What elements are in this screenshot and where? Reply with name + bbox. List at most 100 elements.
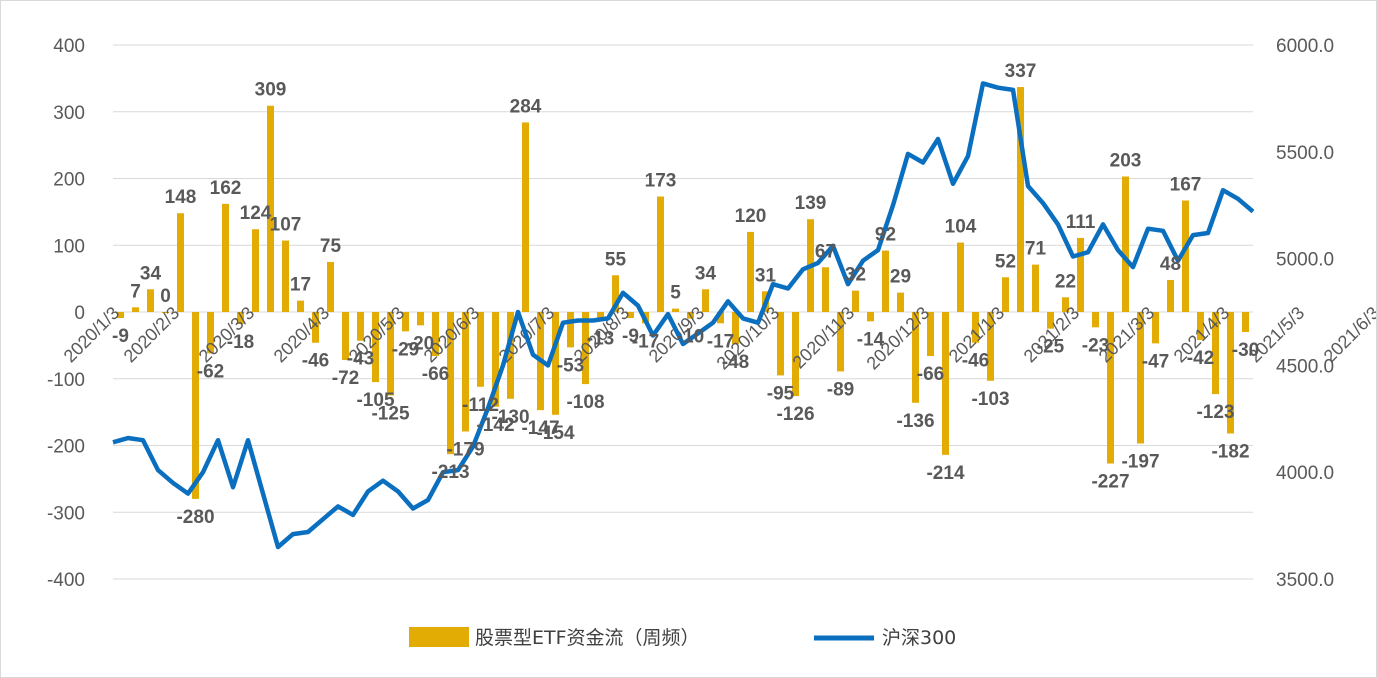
y-right-tick-label: 5000.0 [1276,250,1334,271]
bar [507,312,514,399]
bar [1017,87,1024,313]
bar-data-label: 124 [240,203,272,224]
bar-data-label: 167 [1170,175,1202,196]
bar-data-label: 337 [1005,61,1037,82]
bar [1227,312,1234,434]
bar [582,312,589,385]
bar [312,312,319,343]
x-tick-label: 2021/6/3 [1320,303,1376,367]
bar-data-label: -147 [521,418,559,439]
bar-data-label: 75 [320,236,342,257]
bar-data-label: -227 [1091,472,1129,493]
bar-data-label: 111 [1066,212,1096,233]
bar-data-label: -46 [962,351,989,372]
bar-data-label: 107 [270,215,302,236]
bar [672,308,679,312]
y-left-tick-label: -300 [47,503,85,524]
bar-data-label: -25 [1037,337,1065,358]
bar-data-label: -130 [491,407,529,428]
y-left-tick-label: 200 [53,170,85,191]
bar [552,312,559,415]
bar-data-label: -47 [1142,351,1169,372]
bar [687,312,694,319]
bar [1197,312,1204,341]
bar [837,312,844,372]
bar [522,122,529,313]
bar-data-label: -23 [1082,335,1109,356]
bar-data-label: -126 [776,404,814,425]
bar [1002,277,1009,312]
bar-data-label: 52 [995,251,1016,272]
bar-data-label: -197 [1121,451,1159,472]
legend-item-etf-flow: 股票型ETF资金流（周频） [475,627,700,649]
bar [462,312,469,432]
bar [717,312,724,324]
bar-data-label: 148 [165,187,197,208]
bar-data-label: 0 [160,286,171,307]
bar [447,312,454,455]
bar [1212,312,1219,395]
bar [432,312,439,357]
bar-data-label: 17 [290,275,311,296]
bar [372,312,379,383]
bar-data-label: -179 [446,439,484,460]
y-right-tick-label: 3500.0 [1276,570,1334,591]
bar-data-label: -20 [407,333,434,354]
bar [897,292,904,312]
bar [852,290,859,312]
bar [1152,312,1159,344]
bar [597,312,604,321]
bar-data-label: -214 [926,463,964,484]
bar [192,312,199,499]
bar-data-label: 7 [130,281,141,302]
bar [132,307,139,312]
bar-data-label: 55 [605,249,627,270]
bar [702,289,709,312]
bar-data-label: 29 [890,267,911,288]
bar-data-label: 71 [1025,239,1047,260]
bar [882,250,889,312]
bar [357,312,364,341]
bar [252,229,259,312]
bar [477,312,484,387]
bar-data-label: -17 [632,331,659,352]
bar-data-label: 104 [945,217,977,238]
bar-data-label: 162 [210,178,242,199]
y-left-tick-label: 300 [53,103,85,124]
bar-data-label: 173 [645,171,677,192]
bar-data-label: 32 [845,265,866,286]
bar [612,275,619,312]
bar-data-label: 31 [755,265,777,286]
bar-data-label: -53 [557,355,584,376]
bar [1137,312,1144,444]
y-right-tick-label: 5500.0 [1276,143,1334,164]
bar-data-label: -18 [227,332,254,353]
bar [957,242,964,312]
bar [297,300,304,312]
bar-data-label: -125 [371,403,409,424]
y-left-tick-label: -400 [47,570,85,591]
bar-data-label: -112 [462,395,499,416]
bar [327,261,334,312]
bar [1242,312,1249,333]
bar [177,213,184,312]
bar-data-label: -108 [566,392,604,413]
bar [1167,279,1174,312]
bar [567,312,574,348]
bar [147,289,154,312]
bar-data-label: -95 [767,383,795,404]
bar-data-label: -213 [431,462,469,483]
bar-data-label: 34 [140,263,162,284]
bar-data-label: -105 [356,390,394,411]
y-left-tick-label: -100 [47,370,85,391]
bar [402,312,409,332]
bar-data-label: -136 [896,411,934,432]
bar [822,267,829,312]
bar-data-label: 284 [510,96,542,117]
bar-data-label: -182 [1211,441,1249,462]
bar-data-label: 203 [1110,150,1142,171]
legend-item-csi300: 沪深300 [882,627,956,649]
bar [792,312,799,397]
